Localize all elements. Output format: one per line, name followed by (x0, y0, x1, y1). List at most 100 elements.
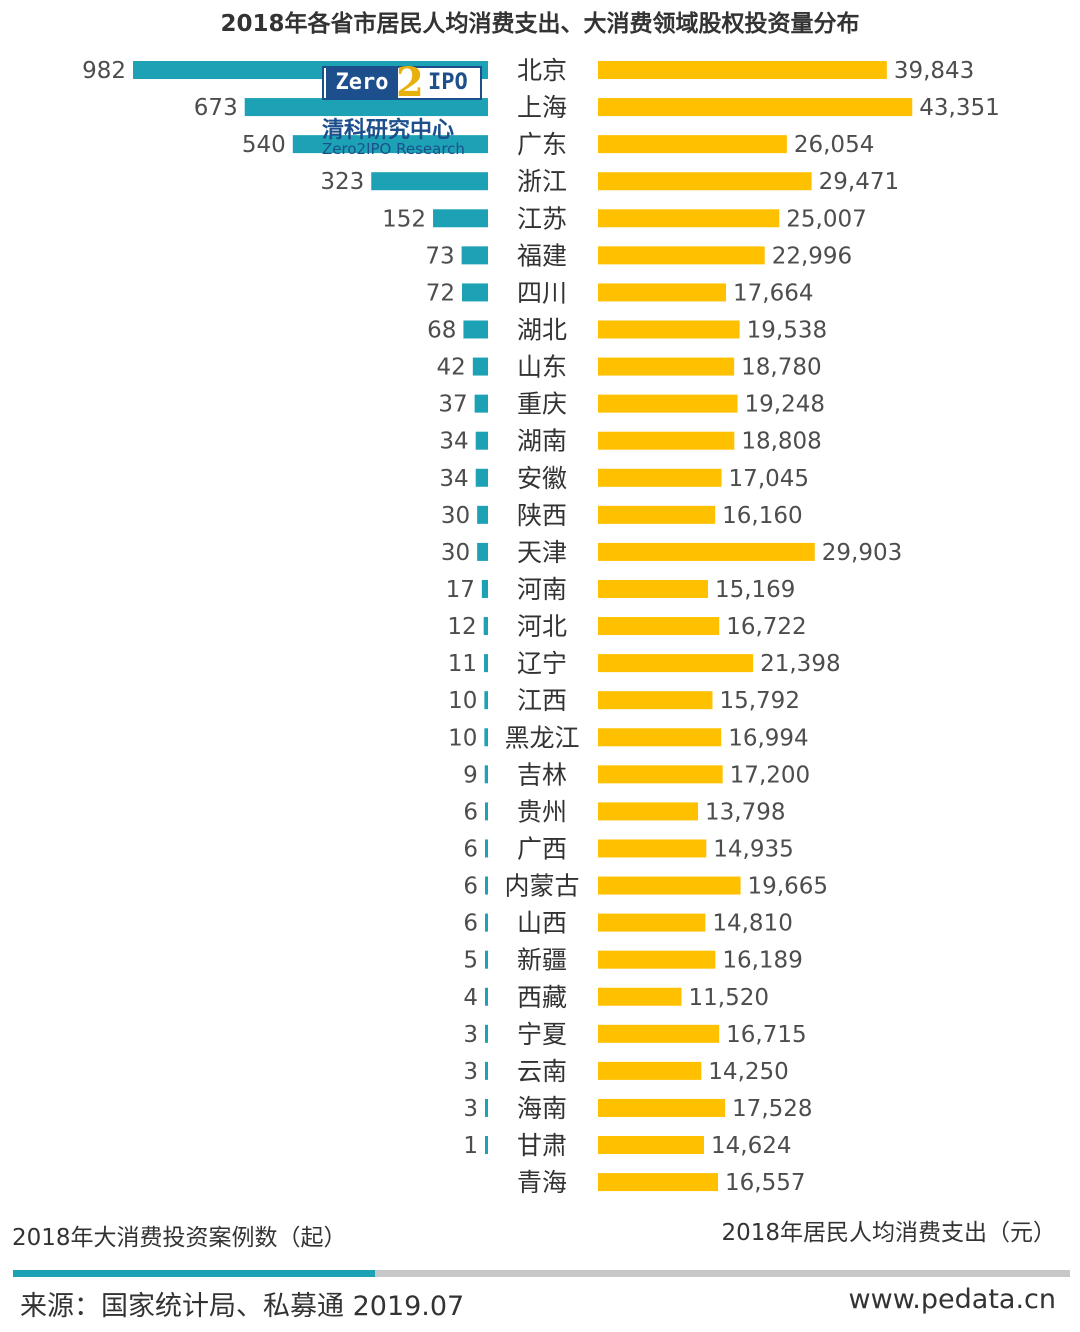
left-bar (292, 135, 488, 154)
left-bar (485, 1061, 488, 1080)
left-bar-value-label: 6 (463, 911, 478, 937)
left-bar (484, 728, 488, 747)
website-url: www.pedata.cn (848, 1284, 1056, 1315)
right-bar-value-label: 29,471 (819, 169, 899, 195)
right-bar (598, 357, 735, 376)
right-bar (598, 987, 682, 1006)
left-bar-value-label: 10 (448, 688, 477, 714)
right-bar-value-label: 25,007 (786, 206, 866, 232)
left-bar (485, 876, 488, 895)
right-bar-value-label: 16,557 (725, 1170, 805, 1196)
right-bar (598, 802, 699, 821)
category-label: 广东 (517, 130, 567, 159)
right-bar-value-label: 14,810 (712, 911, 792, 937)
left-bar (481, 579, 488, 598)
right-bar-value-label: 16,715 (726, 1022, 806, 1048)
left-bar (463, 320, 488, 339)
right-bar (598, 542, 815, 561)
left-bar (484, 765, 488, 784)
logo-two-text: 2 (396, 59, 424, 106)
right-bar-value-label: 19,538 (747, 317, 827, 343)
right-bar-value-label: 14,250 (708, 1059, 788, 1085)
right-bar (598, 135, 787, 154)
right-bar (598, 876, 741, 895)
left-bar-value-label: 323 (320, 169, 364, 195)
left-bar-value-label: 17 (446, 577, 475, 603)
left-bar (371, 172, 488, 191)
left-bar (461, 283, 488, 302)
left-bar-value-label: 673 (194, 95, 238, 121)
category-label: 西藏 (517, 983, 567, 1012)
left-bar-value-label: 42 (437, 355, 466, 381)
right-bar (598, 728, 722, 747)
category-label: 福建 (517, 241, 567, 270)
left-bar-value-label: 4 (463, 985, 478, 1011)
left-bar (433, 209, 488, 228)
left-bar-value-label: 9 (463, 762, 478, 788)
right-bar-value-label: 18,780 (741, 355, 821, 381)
right-bar (598, 950, 716, 969)
left-bar (485, 1024, 488, 1043)
right-bar-value-label: 29,903 (822, 540, 902, 566)
source-note: 来源：国家统计局、私募通 2019.07 (20, 1291, 465, 1322)
category-label: 湖北 (517, 315, 567, 344)
category-label: 山东 (517, 353, 567, 382)
left-bar-value-label: 10 (448, 725, 477, 751)
right-bar-value-label: 13,798 (705, 799, 785, 825)
right-bar-value-label: 22,996 (772, 243, 852, 269)
right-bar-value-label: 17,045 (729, 466, 809, 492)
category-label: 吉林 (517, 760, 567, 789)
category-label: 内蒙古 (504, 872, 579, 901)
right-bar-value-label: 26,054 (794, 132, 874, 158)
left-bar-value-label: 34 (439, 466, 468, 492)
right-bar (598, 1098, 726, 1117)
right-bar (598, 505, 716, 524)
left-axis-label: 2018年大消费投资案例数（起） (12, 1225, 347, 1251)
right-bar-value-label: 16,160 (722, 503, 802, 529)
left-bar (477, 505, 488, 524)
category-label: 北京 (517, 56, 567, 85)
right-bar-value-label: 19,248 (745, 392, 825, 418)
left-bar (484, 691, 488, 710)
category-label: 广西 (517, 834, 567, 863)
right-bar (598, 209, 780, 228)
category-label: 山西 (517, 909, 567, 938)
left-bar-value-label: 30 (441, 540, 470, 566)
right-bar (598, 394, 738, 413)
right-bar (598, 839, 707, 858)
footer-divider-accent (13, 1270, 375, 1277)
category-label: 黑龙江 (504, 723, 579, 752)
category-label: 河北 (517, 612, 567, 641)
right-bar-value-label: 15,792 (719, 688, 799, 714)
left-bar (485, 802, 488, 821)
left-bar-value-label: 3 (463, 1059, 478, 1085)
category-label: 重庆 (517, 390, 567, 419)
right-bar-value-label: 14,624 (711, 1133, 791, 1159)
left-bar (475, 468, 488, 487)
right-bar (598, 765, 723, 784)
category-label: 浙江 (517, 167, 567, 196)
category-label: 新疆 (517, 946, 567, 975)
category-label: 海南 (517, 1094, 567, 1123)
right-bar-value-label: 16,722 (726, 614, 806, 640)
left-bar-value-label: 540 (242, 132, 286, 158)
left-bar (475, 431, 488, 450)
left-bar (472, 357, 488, 376)
right-bar-value-label: 39,843 (894, 58, 974, 84)
right-bar (598, 431, 735, 450)
right-bar (598, 320, 740, 339)
category-label: 河南 (517, 575, 567, 604)
category-label: 宁夏 (517, 1020, 567, 1049)
right-bar-value-label: 17,200 (730, 762, 810, 788)
left-bar (461, 246, 488, 265)
left-bar (244, 98, 488, 117)
left-bar (485, 987, 488, 1006)
category-label: 江苏 (517, 204, 567, 233)
left-bar-value-label: 11 (448, 651, 477, 677)
left-bar (485, 913, 488, 932)
left-bar (485, 1136, 488, 1155)
right-bar-value-label: 17,664 (733, 280, 813, 306)
left-bar (485, 950, 488, 969)
left-bar-value-label: 37 (438, 392, 467, 418)
